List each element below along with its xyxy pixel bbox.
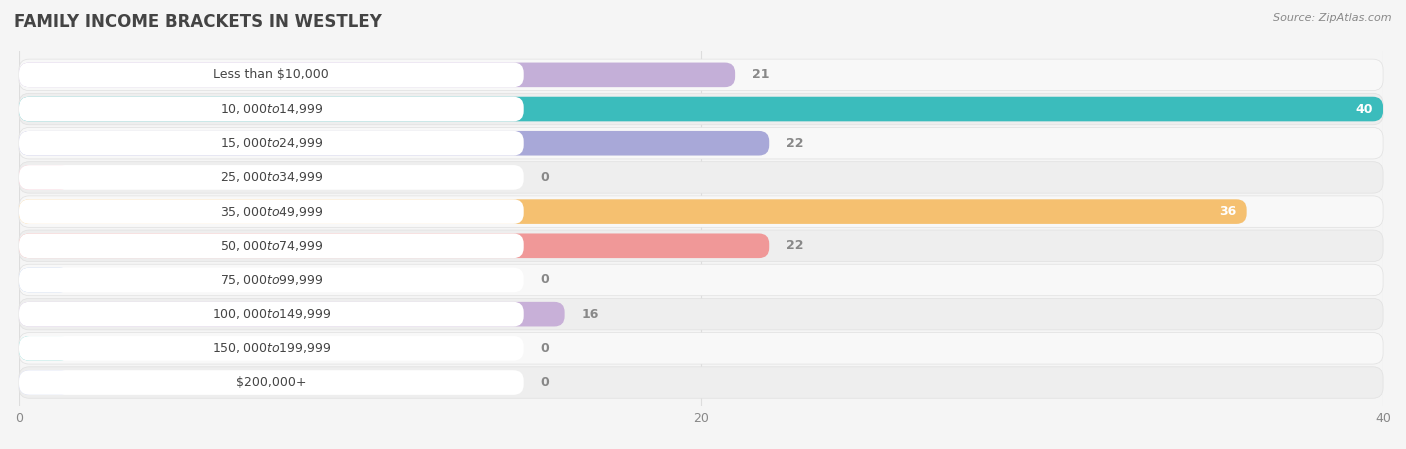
FancyBboxPatch shape: [20, 165, 70, 190]
FancyBboxPatch shape: [20, 367, 1384, 398]
FancyBboxPatch shape: [20, 268, 523, 292]
Text: $15,000 to $24,999: $15,000 to $24,999: [219, 136, 323, 150]
Text: 21: 21: [752, 68, 769, 81]
Text: 0: 0: [541, 171, 550, 184]
Text: $25,000 to $34,999: $25,000 to $34,999: [219, 171, 323, 185]
FancyBboxPatch shape: [20, 199, 523, 224]
Text: Source: ZipAtlas.com: Source: ZipAtlas.com: [1274, 13, 1392, 23]
FancyBboxPatch shape: [20, 62, 523, 87]
FancyBboxPatch shape: [20, 233, 523, 258]
Text: $200,000+: $200,000+: [236, 376, 307, 389]
FancyBboxPatch shape: [20, 199, 1247, 224]
FancyBboxPatch shape: [20, 333, 1384, 364]
FancyBboxPatch shape: [20, 268, 70, 292]
FancyBboxPatch shape: [20, 336, 70, 361]
Text: 40: 40: [1355, 102, 1372, 115]
FancyBboxPatch shape: [20, 128, 1384, 159]
FancyBboxPatch shape: [20, 336, 523, 361]
Text: Less than $10,000: Less than $10,000: [214, 68, 329, 81]
FancyBboxPatch shape: [20, 230, 1384, 261]
Text: $10,000 to $14,999: $10,000 to $14,999: [219, 102, 323, 116]
FancyBboxPatch shape: [20, 302, 523, 326]
FancyBboxPatch shape: [20, 162, 1384, 193]
FancyBboxPatch shape: [20, 93, 1384, 125]
FancyBboxPatch shape: [20, 97, 1384, 121]
Text: 22: 22: [786, 239, 804, 252]
FancyBboxPatch shape: [20, 233, 769, 258]
FancyBboxPatch shape: [20, 165, 523, 190]
FancyBboxPatch shape: [20, 370, 523, 395]
FancyBboxPatch shape: [20, 302, 565, 326]
Text: 36: 36: [1219, 205, 1236, 218]
FancyBboxPatch shape: [20, 196, 1384, 227]
FancyBboxPatch shape: [20, 131, 769, 155]
Text: 22: 22: [786, 137, 804, 150]
Text: $50,000 to $74,999: $50,000 to $74,999: [219, 239, 323, 253]
FancyBboxPatch shape: [20, 370, 70, 395]
FancyBboxPatch shape: [20, 62, 735, 87]
Text: $100,000 to $149,999: $100,000 to $149,999: [212, 307, 330, 321]
Text: FAMILY INCOME BRACKETS IN WESTLEY: FAMILY INCOME BRACKETS IN WESTLEY: [14, 13, 382, 31]
FancyBboxPatch shape: [20, 97, 523, 121]
FancyBboxPatch shape: [20, 131, 523, 155]
Text: 0: 0: [541, 273, 550, 286]
Text: $150,000 to $199,999: $150,000 to $199,999: [212, 341, 330, 355]
Text: $35,000 to $49,999: $35,000 to $49,999: [219, 205, 323, 219]
Text: 0: 0: [541, 376, 550, 389]
FancyBboxPatch shape: [20, 299, 1384, 330]
Text: 16: 16: [582, 308, 599, 321]
FancyBboxPatch shape: [20, 59, 1384, 91]
Text: $75,000 to $99,999: $75,000 to $99,999: [219, 273, 323, 287]
Text: 0: 0: [541, 342, 550, 355]
FancyBboxPatch shape: [20, 264, 1384, 296]
